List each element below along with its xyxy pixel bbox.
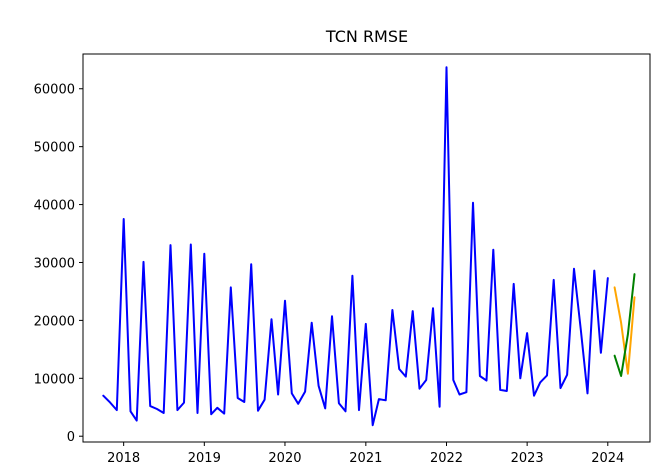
y-tick-label: 20000 [34, 314, 75, 329]
y-tick-label: 10000 [34, 372, 75, 387]
series-line-1 [613, 286, 636, 375]
y-tick-label: 40000 [34, 199, 75, 214]
x-tick-label: 2021 [349, 451, 382, 466]
chart-title: TCN RMSE [325, 27, 408, 46]
x-tick-label: 2019 [188, 451, 221, 466]
plot-area [102, 66, 636, 427]
series-line-0 [102, 66, 609, 427]
y-tick-label: 0 [67, 430, 75, 445]
x-tick-label: 2020 [268, 451, 301, 466]
y-tick-label: 50000 [34, 141, 75, 156]
series-line-2 [613, 273, 636, 377]
y-tick-label: 60000 [34, 83, 75, 98]
x-tick-label: 2018 [107, 451, 140, 466]
x-tick-label: 2022 [430, 451, 463, 466]
axes: 0 10000 20000 30000 40000 50000 60000 2018 2019 2… [34, 53, 651, 466]
y-tick-label: 30000 [34, 256, 75, 271]
x-tick-label: 2024 [591, 451, 624, 466]
x-tick-label: 2023 [511, 451, 544, 466]
plot-frame [82, 53, 651, 443]
